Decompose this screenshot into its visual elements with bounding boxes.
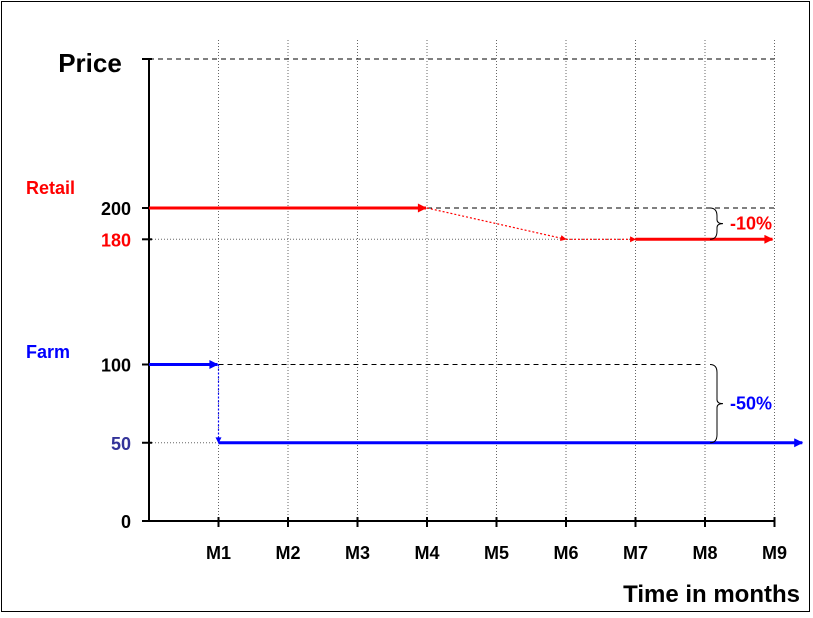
y-tick-label-180: 180 <box>101 230 131 250</box>
annotation-label-1: -50% <box>730 394 772 414</box>
annotations: -10% -50% <box>709 207 772 444</box>
reference-lines <box>149 58 775 444</box>
x-tick-label-m8: M8 <box>692 543 717 563</box>
brace-1 <box>709 364 724 444</box>
y-tick-label-200: 200 <box>101 199 131 219</box>
x-axis-title: Time in months <box>623 581 800 608</box>
retail-series-label: Retail <box>26 178 75 198</box>
y-tick-label-100: 100 <box>101 356 131 376</box>
brace-0 <box>709 207 724 240</box>
x-tick-label-m4: M4 <box>414 543 439 563</box>
annotation-label-0: -10% <box>730 214 772 234</box>
y-tick-label-0: 0 <box>121 512 131 532</box>
y-axis-title: Price <box>58 48 122 78</box>
x-tick-label-m1: M1 <box>206 543 231 563</box>
farm-series-label: Farm <box>26 342 70 362</box>
series <box>149 203 804 448</box>
x-tick-label-m7: M7 <box>623 543 648 563</box>
x-tick-label-m5: M5 <box>484 543 509 563</box>
x-tick-label-m6: M6 <box>553 543 578 563</box>
x-tick-label-m2: M2 <box>275 543 300 563</box>
x-tick-label-m3: M3 <box>345 543 370 563</box>
x-tick-label-m9: M9 <box>762 543 787 563</box>
y-tick-label-50: 50 <box>111 434 131 454</box>
grid <box>218 40 775 521</box>
axes <box>148 59 775 522</box>
ticks: M1 M2 M3 M4 M5 M6 M7 M8 M9 0 50 100 180 200 <box>101 58 787 563</box>
